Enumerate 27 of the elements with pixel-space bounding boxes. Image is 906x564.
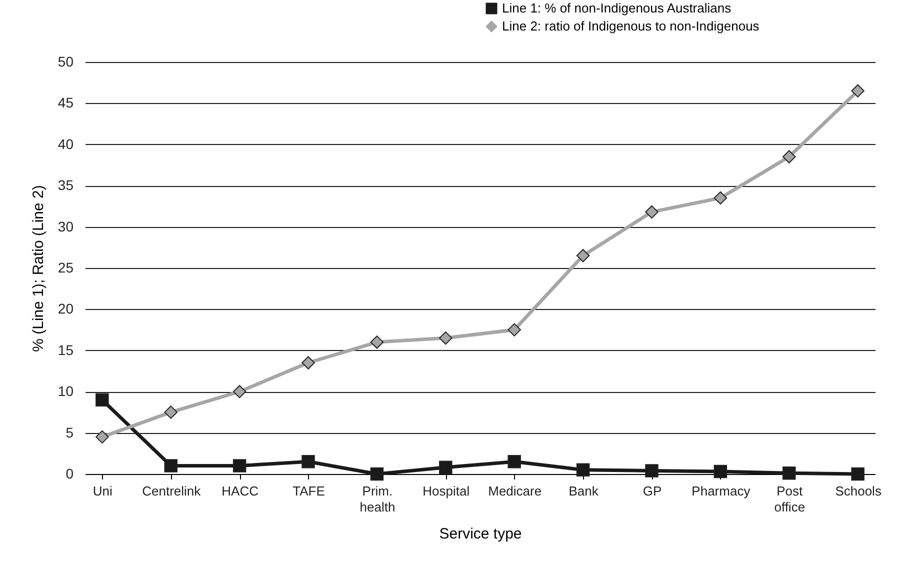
x-axis-title: Service type <box>439 526 522 542</box>
y-tick-label: 35 <box>58 177 74 194</box>
legend-label: Line 1: % of non-Indigenous Australians <box>502 0 732 16</box>
x-tick-label: Medicare <box>488 484 542 498</box>
x-tick-label: GP <box>642 484 662 498</box>
y-tick-label: 0 <box>66 466 74 482</box>
y-tick-label: 50 <box>58 54 74 70</box>
x-tick-label: Hospital <box>422 484 470 498</box>
x-tick-label: Prim. health <box>360 484 396 514</box>
x-tick-label: Schools <box>835 484 882 498</box>
x-tick-label: Pharmacy <box>692 484 751 498</box>
y-tick-label: 15 <box>58 342 74 358</box>
x-tick-label: Bank <box>568 484 599 498</box>
y-axis-title: % (Line 1); Ratio (Line 2) <box>30 185 47 352</box>
y-tick-label: 10 <box>58 383 74 400</box>
y-tick-label: 40 <box>58 136 74 152</box>
x-tick-label: Post office <box>774 484 806 514</box>
y-tick-label: 30 <box>58 218 74 234</box>
x-tick-label: Centrelink <box>142 484 202 498</box>
x-tick-label: TAFE <box>292 484 326 498</box>
x-tick-label: HACC <box>222 484 258 498</box>
legend-label: Line 2: ratio of Indigenous to non-Indigenous <box>502 18 760 34</box>
y-tick-label: 20 <box>58 300 74 317</box>
x-tick-label: Uni <box>92 484 113 498</box>
y-tick-label: 45 <box>58 94 74 111</box>
y-tick-label: 25 <box>58 260 74 276</box>
y-tick-label: 5 <box>66 424 74 440</box>
